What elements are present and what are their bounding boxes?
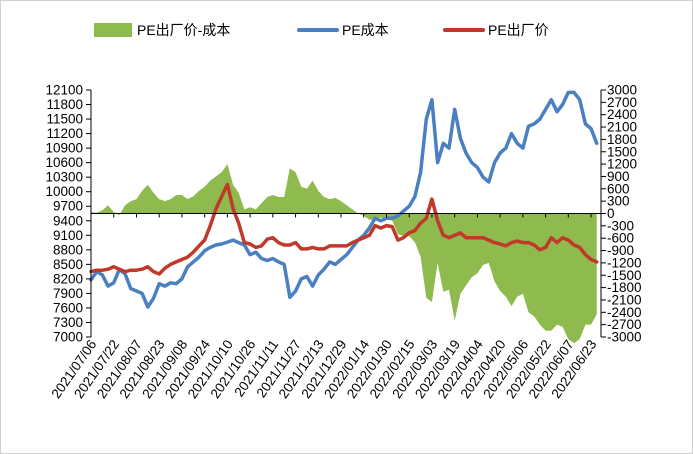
y-right-tick-label: 2700 — [607, 95, 637, 110]
y-right-tick-label: -1800 — [607, 280, 642, 295]
y-right-tick-label: -900 — [607, 243, 634, 258]
y-right-tick-label: 1500 — [607, 144, 637, 159]
y-left-tick-label: 7900 — [53, 286, 83, 301]
legend-swatch-spread — [94, 23, 132, 37]
y-left-tick-label: 12100 — [45, 83, 83, 98]
y-left-tick-label: 10600 — [45, 155, 83, 170]
legend-label-cost: PE成本 — [342, 22, 389, 38]
y-left-tick-label: 9100 — [53, 228, 83, 243]
y-right-tick-label: 2100 — [607, 120, 637, 135]
series-line-price — [89, 182, 599, 276]
legend-label-price: PE出厂价 — [488, 22, 549, 38]
series-area-spread — [91, 164, 597, 344]
y-right-tick-label: -1500 — [607, 268, 642, 283]
legend: PE出厂价-成本 PE成本 PE出厂价 — [94, 22, 549, 38]
y-right-tick-label: 0 — [607, 206, 615, 221]
series-line-cost — [89, 90, 599, 309]
y-right-tick-label: -1200 — [607, 255, 642, 270]
y-left-tick-label: 10300 — [45, 170, 83, 185]
y-right-tick-label: 1800 — [607, 132, 637, 147]
y-right-tick-label: -300 — [607, 218, 634, 233]
y-left-tick-label: 7000 — [53, 330, 83, 345]
y-right-tick-label: 3000 — [607, 83, 637, 98]
y-right-tick-label: 300 — [607, 194, 630, 209]
y-right-tick-label: 600 — [607, 181, 630, 196]
y-right-tick-label: -2100 — [607, 292, 642, 307]
y-left-tick-label: 8200 — [53, 271, 83, 286]
y-left-tick-label: 10000 — [45, 184, 83, 199]
y-left-tick-label: 11200 — [46, 126, 83, 141]
y-left-tick-label: 11500 — [46, 112, 83, 127]
y-right-tick-label: -3000 — [607, 330, 642, 345]
y-right-tick-label: -2700 — [607, 317, 642, 332]
y-right-tick-label: 2400 — [607, 107, 637, 122]
y-right-tick-label: 900 — [607, 169, 630, 184]
y-left-tick-label: 11800 — [46, 97, 83, 112]
y-right-tick-label: 1200 — [607, 157, 637, 172]
y-left-tick-label: 8800 — [53, 242, 83, 257]
y-right-tick-label: -2400 — [607, 305, 642, 320]
legend-label-spread: PE出厂价-成本 — [137, 22, 230, 38]
y-left-tick-label: 7600 — [53, 300, 83, 315]
y-left-tick-label: 10900 — [45, 141, 83, 156]
y-left-tick-label: 9400 — [53, 213, 83, 228]
y-right-tick-label: -600 — [607, 231, 634, 246]
y-left-tick-label: 9700 — [53, 199, 83, 214]
y-left-tick-label: 8500 — [53, 257, 83, 272]
plot-area — [89, 90, 599, 344]
y-left-tick-label: 7300 — [53, 315, 83, 330]
